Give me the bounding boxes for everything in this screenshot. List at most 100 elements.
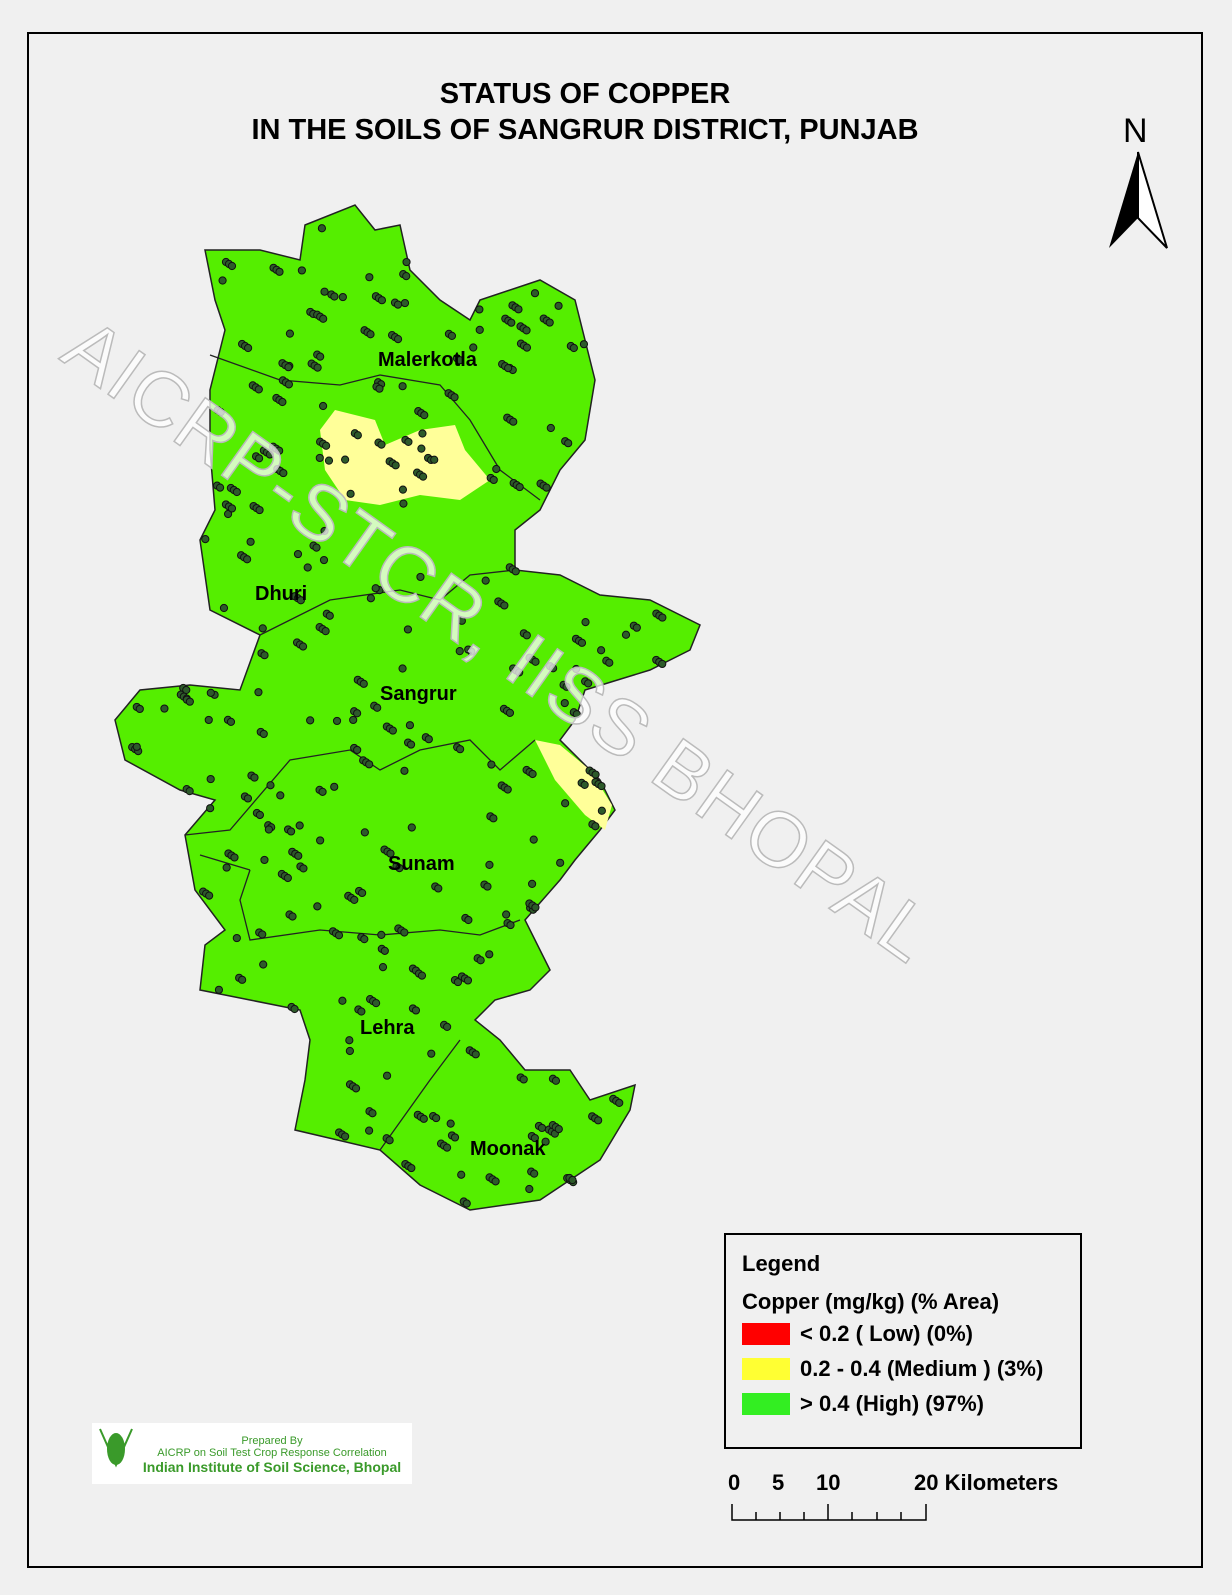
map-title: STATUS OF COPPER IN THE SOILS OF SANGRUR … [0,76,1170,148]
sample-point [278,397,287,407]
sample-point [463,976,473,985]
sample-point [525,1184,534,1194]
block-label-sunam: Sunam [388,853,455,875]
sample-point [530,289,540,298]
sample-point [260,651,269,660]
sample-point [319,555,329,565]
sample-point [353,745,362,755]
sample-point [549,664,558,673]
sample-point [531,903,540,912]
scale-tick: 20 Kilometers [914,1470,1059,1495]
sample-point [377,930,386,939]
sample-point [407,823,416,832]
sample-point [507,318,516,327]
sample-point [391,461,400,470]
sample-point [411,1006,421,1015]
sample-point [297,266,306,275]
swatch-medium [742,1358,790,1380]
sample-point [359,679,368,688]
sample-point [522,631,531,640]
north-label: N [1123,112,1148,150]
sample-point [419,1114,428,1123]
sample-point [481,576,490,585]
sample-point [185,697,194,706]
sample-point [266,781,275,790]
legend-label: 0.2 - 0.4 (Medium ) (3%) [800,1356,1044,1381]
sample-point [312,543,321,552]
sample-point [551,1076,561,1085]
sample-point [506,920,515,930]
sample-point [515,482,524,492]
sample-point [258,624,267,633]
sample-point [427,1049,436,1058]
sample-point [204,715,213,725]
sample-point [227,504,237,513]
sample-point [265,450,274,459]
sample-point [475,305,484,314]
sample-point [216,408,225,417]
sample-point [597,806,606,815]
sample-point [446,1119,455,1128]
sample-point [393,300,403,309]
sample-point [632,623,641,632]
sample-point [403,625,413,634]
sample-point [382,1071,392,1080]
sample-point [345,1036,354,1045]
sample-point [298,642,308,651]
sample-point [259,729,268,739]
sample-point [306,716,315,725]
sample-point [514,305,523,314]
sample-point [279,468,288,478]
sample-point [243,343,253,353]
sample-point [290,1004,299,1014]
sample-point [580,780,589,789]
sample-point [556,858,565,867]
sample-point [341,1132,350,1141]
sample-point [330,292,339,301]
sample-point [554,1125,563,1134]
block-label-lehra: Lehra [360,1017,415,1039]
sample-point [434,884,443,893]
sample-point [395,863,404,873]
sample-point [591,770,600,779]
sample-point [453,977,463,987]
sample-point [238,975,247,984]
sample-point [368,1109,377,1118]
sample-point [400,766,409,775]
sample-point [554,301,563,310]
sample-point [365,760,374,769]
legend-item-high: > 0.4 (High) (97%) [742,1391,984,1417]
sample-point [467,647,476,656]
sample-points [128,224,667,1208]
sample-point [492,464,501,474]
sample-point [206,688,215,697]
sample-point [284,363,293,372]
sample-point [530,1169,539,1178]
sample-point [471,1050,480,1059]
sample-point [284,380,293,389]
sample-point [377,440,386,449]
sample-point [250,773,259,782]
sample-point [243,555,252,564]
sample-point [475,325,484,334]
icar-logo-icon [99,1428,133,1468]
sample-point [462,1199,471,1208]
sample-point [447,331,457,340]
legend-subheading: Copper (mg/kg) (% Area) [742,1289,1000,1314]
sample-point [132,742,141,751]
sample-point [373,703,382,712]
sample-point [615,1098,624,1107]
sample-point [206,774,215,784]
sample-point [476,956,485,965]
sample-point [531,657,540,666]
sample-point [420,411,429,420]
sample-point [275,267,284,276]
sample-point [313,902,322,911]
sample-point [316,352,325,361]
logo-line2: AICRP on Soil Test Crop Response Correla… [157,1447,387,1459]
sample-point [293,549,303,559]
sample-point [386,849,395,858]
sample-point [483,882,492,891]
sample-point [218,276,227,285]
sample-point [254,454,264,463]
